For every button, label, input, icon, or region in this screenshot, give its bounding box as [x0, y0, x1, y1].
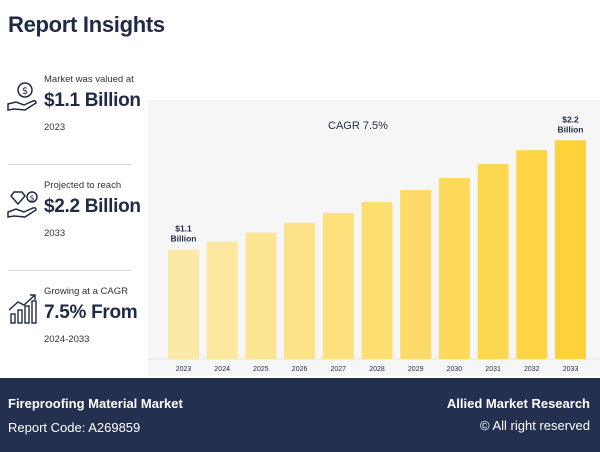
stat-label: Market was valued at	[44, 74, 134, 85]
chart-title: CAGR 7.5%	[328, 120, 388, 132]
stat-projected-value: $ Projected to reach $2.2 Billion 2033	[0, 166, 141, 270]
svg-text:$: $	[22, 86, 28, 97]
bar-2030	[438, 178, 470, 359]
stat-market-value: $ Market was valued at $1.1 Billion 2023	[0, 60, 141, 164]
x-tick-label: 2025	[253, 366, 269, 373]
stat-year: 2023	[44, 122, 66, 133]
money-hand-icon: $	[7, 82, 37, 111]
data-label: Billion	[171, 234, 197, 244]
x-tick-label: 2033	[563, 366, 579, 373]
diamond-hand-icon: $	[7, 191, 38, 218]
x-tick-label: 2032	[524, 366, 540, 373]
stat-label: Growing at a CAGR	[44, 286, 128, 297]
stat-year: 2024-2033	[44, 334, 90, 345]
brand-name: Allied Market Research	[446, 396, 590, 411]
divider	[8, 270, 132, 271]
data-label: $1.1	[175, 224, 192, 234]
stat-cagr: Growing at a CAGR 7.5% From 2024-2033	[0, 272, 138, 376]
report-code: Report Code: A269859	[8, 420, 141, 435]
stat-value: $2.2 Billion	[44, 196, 141, 217]
stat-value: 7.5% From	[44, 302, 138, 323]
data-label: Billion	[558, 124, 584, 134]
x-tick-label: 2030	[447, 366, 463, 373]
x-tick-label: 2026	[292, 366, 308, 373]
stat-label: Projected to reach	[44, 180, 122, 191]
bar-2027	[322, 212, 354, 359]
bar-2032	[516, 150, 548, 359]
x-tick-label: 2027	[331, 366, 347, 373]
x-tick-label: 2028	[369, 366, 385, 373]
copyright: © All right reserved	[479, 418, 590, 433]
bar-2028	[361, 201, 393, 359]
bar-2024	[206, 241, 238, 359]
bar-2029	[400, 189, 432, 359]
stat-value: $1.1 Billion	[44, 90, 141, 111]
bar-2023	[168, 249, 199, 359]
divider	[8, 164, 132, 165]
stat-year: 2033	[44, 228, 66, 239]
footer: Fireproofing Material Market Report Code…	[0, 378, 600, 452]
x-tick-label: 2031	[485, 366, 501, 373]
market-name: Fireproofing Material Market	[8, 396, 183, 411]
bar-2031	[477, 164, 509, 359]
bar-2026	[284, 222, 316, 359]
data-label: $2.2	[562, 114, 579, 124]
svg-text:$: $	[29, 194, 34, 203]
x-tick-label: 2024	[214, 366, 230, 373]
x-tick-label: 2023	[176, 366, 192, 373]
bar-2033	[555, 140, 586, 359]
x-tick-label: 2029	[408, 366, 424, 373]
page-title: Report Insights	[8, 12, 165, 37]
growth-chart-icon	[8, 294, 37, 324]
bar-chart: CAGR 7.5% 2023 2024 2025 2026 2027 2028 2029 203…	[148, 114, 600, 373]
bar-2025	[245, 232, 277, 359]
